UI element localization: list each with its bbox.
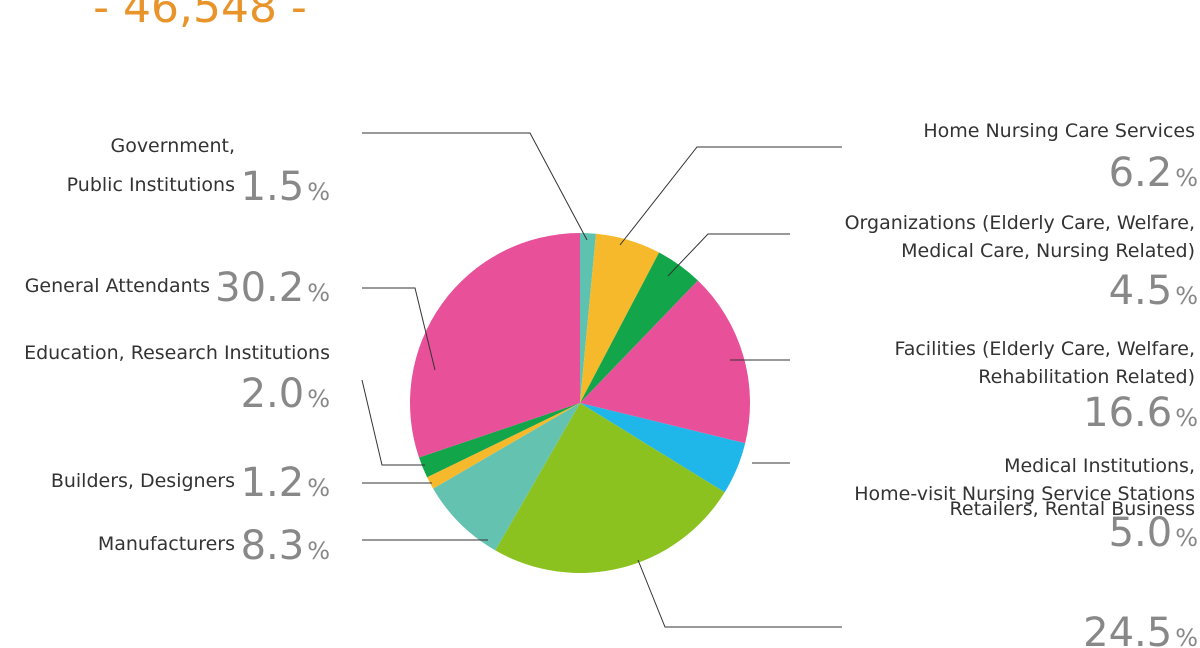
value-label: 8.3%	[241, 523, 330, 569]
value-label: 2.0%	[241, 371, 330, 417]
pie-slice	[427, 403, 580, 489]
pie-slice	[433, 403, 580, 551]
slice-label: Retailers, Rental Business	[950, 498, 1195, 520]
value-label: 4.5%	[1109, 268, 1198, 314]
value-unit: %	[307, 385, 330, 413]
pie-slice	[418, 403, 580, 478]
value-number: 1.5	[241, 164, 305, 210]
value-number: 8.3	[241, 523, 305, 569]
value-unit: %	[1175, 164, 1198, 192]
leader-line	[667, 233, 790, 277]
value-number: 5.0	[1109, 510, 1173, 556]
slice-label: Manufacturers	[98, 533, 235, 555]
leader-line	[361, 379, 425, 466]
value-unit: %	[1175, 282, 1198, 310]
slice-label: Home-visit Nursing Service Stations	[854, 483, 1195, 505]
slice-label: Public Institutions	[67, 174, 235, 196]
value-label: 30.2%	[215, 265, 330, 311]
value-unit: %	[1175, 404, 1198, 432]
slice-label: Education, Research Institutions	[24, 342, 330, 364]
value-number: 4.5	[1109, 268, 1173, 314]
value-label: 6.2%	[1109, 150, 1198, 196]
value-number: 30.2	[215, 265, 304, 311]
value-number: 2.0	[241, 371, 305, 417]
value-number: 24.5	[1083, 610, 1172, 648]
pie-slice	[410, 233, 580, 458]
pie-slice	[580, 233, 660, 403]
slice-label: Government,	[110, 135, 235, 157]
value-label: 16.6%	[1083, 390, 1198, 436]
slice-label: Rehabilitation Related)	[978, 366, 1195, 388]
value-label: 1.2%	[241, 460, 330, 506]
pie-slice	[580, 233, 596, 403]
leader-line	[619, 146, 842, 246]
leader-line	[362, 132, 588, 241]
pie-slice	[495, 403, 725, 574]
slice-label: Medical Institutions,	[1004, 455, 1195, 477]
leader-line	[362, 287, 436, 371]
value-number: 6.2	[1109, 150, 1173, 196]
value-label: 24.5%	[1083, 610, 1198, 648]
value-number: 16.6	[1083, 390, 1172, 436]
pie-slice	[580, 403, 746, 493]
pie-slice	[580, 252, 698, 403]
slice-label: Builders, Designers	[51, 470, 235, 492]
value-unit: %	[307, 474, 330, 502]
slice-label: Home Nursing Care Services	[923, 120, 1195, 142]
leader-line	[637, 559, 842, 628]
value-number: 1.2	[241, 460, 305, 506]
value-unit: %	[307, 537, 330, 565]
value-unit: %	[1175, 524, 1198, 552]
value-unit: %	[307, 279, 330, 307]
slice-label: Organizations (Elderly Care, Welfare,	[845, 212, 1195, 234]
pie-slice	[580, 280, 750, 444]
value-label: 5.0%	[1109, 510, 1198, 556]
slice-label: Medical Care, Nursing Related)	[901, 240, 1195, 262]
value-label: 1.5%	[241, 164, 330, 210]
value-unit: %	[1175, 624, 1198, 648]
slice-label: Facilities (Elderly Care, Welfare,	[895, 338, 1195, 360]
value-unit: %	[307, 178, 330, 206]
chart-title: - 46,548 -	[93, 0, 307, 33]
slice-label: General Attendants	[25, 275, 210, 297]
